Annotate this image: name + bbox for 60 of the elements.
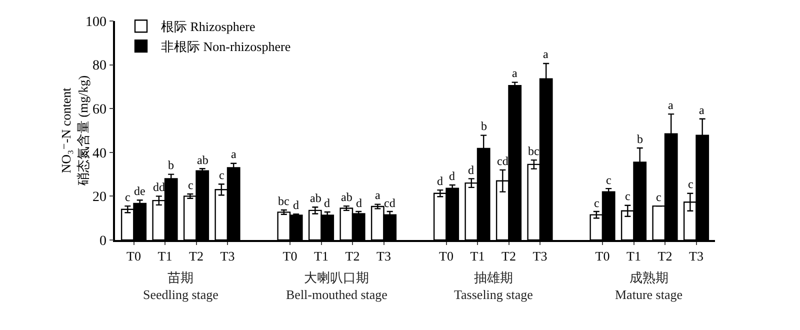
y-tick-label: 0 (99, 234, 106, 249)
data-label: c (688, 177, 694, 191)
data-label: a (512, 66, 518, 80)
x-tick-label: T2 (502, 248, 516, 264)
legend-label: 非根际 Non-rhizosphere (161, 39, 291, 54)
x-tick-label: T3 (689, 248, 704, 264)
data-label: c (625, 189, 630, 203)
data-label: bc (528, 144, 540, 158)
y-tick-label: 80 (92, 58, 106, 74)
data-label: a (375, 188, 381, 202)
legend-label: 根际 Rhizosphere (161, 19, 256, 34)
data-label: d (437, 174, 443, 188)
y-tick-label: 20 (92, 190, 106, 206)
data-label: c (656, 190, 662, 204)
x-tick-label: T0 (126, 248, 141, 264)
data-label: a (668, 98, 674, 112)
x-tick-label: T1 (158, 248, 172, 264)
x-tick-label: T2 (658, 248, 672, 264)
data-label: d (293, 198, 299, 212)
data-label: ab (197, 153, 208, 167)
text: 苗期 Seedling stage (143, 270, 219, 302)
y-tick-label: 40 (92, 146, 106, 162)
x-tick-label: T0 (595, 248, 610, 264)
data-label: b (481, 119, 487, 133)
x-tick-label: T1 (626, 248, 641, 264)
x-tick-label: T3 (220, 248, 235, 264)
data-label: c (594, 196, 600, 210)
data-label: d (324, 196, 330, 210)
data-label: d (356, 196, 362, 210)
data-label: cd (384, 196, 396, 210)
data-label: c (219, 168, 224, 182)
text: 大喇叭口期 Bell-mouthed stage (286, 270, 388, 302)
data-label: d (449, 169, 455, 183)
x-tick-label: T1 (314, 248, 328, 264)
x-tick-label: T3 (376, 248, 391, 264)
data-label: b (637, 132, 643, 146)
x-tick-label: T0 (282, 248, 298, 264)
data-label: c (606, 173, 612, 187)
text: 成熟期 Mature stage (615, 270, 683, 302)
data-label: ab (310, 191, 322, 205)
data-label: a (543, 47, 549, 61)
y-tick-label: 60 (92, 102, 106, 118)
data-label: dd (153, 180, 165, 194)
x-tick-label: T3 (532, 248, 548, 264)
x-tick-label: T2 (345, 248, 360, 264)
data-label: c (125, 190, 130, 204)
x-tick-label: T2 (189, 248, 204, 264)
x-tick-label: T1 (470, 248, 485, 264)
y-tick-label: 100 (85, 14, 106, 30)
y-axis-title: NO₃⁻-N content 硝态氮含量 (mg/kg) (58, 75, 90, 187)
data-label: de (134, 184, 146, 198)
data-label: a (699, 103, 705, 117)
data-label: bc (278, 194, 290, 208)
data-label: ab (341, 190, 352, 204)
data-label: a (231, 147, 237, 161)
data-label: d (468, 163, 474, 177)
text: 抽雄期 Tasseling stage (454, 270, 534, 302)
x-tick-label: T0 (439, 248, 454, 264)
data-label: c (188, 178, 194, 192)
data-label: b (168, 158, 174, 172)
